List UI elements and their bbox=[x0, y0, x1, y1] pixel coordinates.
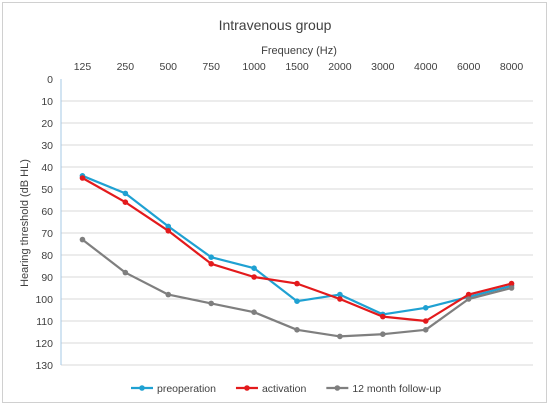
x-tick-label: 125 bbox=[74, 61, 92, 73]
y-tick-label: 80 bbox=[41, 250, 53, 262]
x-tick-label: 750 bbox=[202, 61, 220, 73]
legend: preoperation activation 12 month follow-up bbox=[131, 383, 441, 395]
data-point bbox=[422, 318, 429, 324]
x-tick-label: 1000 bbox=[242, 61, 266, 73]
y-tick-label: 60 bbox=[41, 206, 53, 218]
data-point bbox=[165, 223, 172, 230]
series-0 bbox=[79, 173, 515, 318]
data-point bbox=[208, 261, 214, 267]
y-tick-label: 90 bbox=[41, 272, 53, 284]
x-tick-label: 250 bbox=[117, 61, 135, 73]
legend-swatch-marker bbox=[244, 385, 250, 391]
legend-swatch-marker bbox=[334, 385, 341, 391]
y-tick-label: 110 bbox=[36, 316, 53, 328]
y-tick-label: 10 bbox=[41, 96, 53, 108]
data-point bbox=[294, 298, 300, 305]
x-tick-label: 1500 bbox=[285, 61, 309, 73]
data-point bbox=[337, 296, 343, 302]
legend-label: activation bbox=[262, 383, 307, 395]
x-tick-label: 3000 bbox=[371, 61, 395, 73]
legend-item: preoperation bbox=[131, 383, 216, 395]
data-point bbox=[508, 280, 515, 287]
y-tick-label: 120 bbox=[35, 338, 53, 350]
data-point bbox=[337, 333, 343, 340]
y-tick-label: 40 bbox=[41, 162, 53, 174]
x-tick-label: 4000 bbox=[414, 61, 438, 73]
y-tick-label: 130 bbox=[35, 360, 53, 372]
x-tick-label: 6000 bbox=[457, 61, 481, 73]
series-line bbox=[82, 174, 512, 316]
legend-item: 12 month follow-up bbox=[326, 383, 441, 395]
x-tick-labels: 125 250 500 750 1000 1500 2000 3000 4000 6000 8000 bbox=[74, 61, 524, 73]
chart-title: Intravenous group bbox=[219, 17, 332, 33]
data-point bbox=[79, 175, 86, 181]
hearing-threshold-chart: Intravenous group Frequency (Hz) Hearing… bbox=[19, 17, 533, 395]
data-point bbox=[337, 291, 343, 298]
data-point bbox=[251, 309, 257, 316]
data-point bbox=[422, 305, 429, 311]
data-point bbox=[294, 280, 300, 287]
series-line bbox=[81, 238, 512, 338]
data-point bbox=[208, 254, 214, 260]
y-tick-labels: 0 10 20 30 40 50 60 70 80 90 100 110 120 130 bbox=[35, 74, 53, 372]
data-point bbox=[422, 327, 429, 333]
data-point bbox=[508, 285, 515, 291]
data-point bbox=[380, 331, 386, 338]
y-tick-label: 20 bbox=[41, 118, 53, 130]
legend-swatch-marker bbox=[139, 385, 145, 391]
data-point bbox=[122, 190, 129, 197]
y-tick-label: 100 bbox=[35, 294, 53, 306]
legend-item: activation bbox=[235, 383, 307, 395]
y-tick-label: 30 bbox=[41, 140, 53, 152]
data-point bbox=[165, 291, 172, 298]
data-point bbox=[251, 274, 257, 280]
data-point bbox=[294, 327, 300, 333]
gridlines bbox=[61, 100, 533, 366]
y-tick-label: 70 bbox=[41, 228, 53, 240]
y-tick-label: 50 bbox=[41, 184, 53, 196]
data-point bbox=[79, 236, 86, 243]
x-axis-title: Frequency (Hz) bbox=[261, 45, 337, 57]
series-2 bbox=[79, 236, 515, 340]
data-point bbox=[465, 296, 472, 302]
data-point bbox=[465, 291, 472, 298]
chart-frame: Intravenous group Frequency (Hz) Hearing… bbox=[2, 2, 547, 403]
x-tick-label: 500 bbox=[160, 61, 178, 73]
data-point bbox=[165, 228, 172, 234]
series-lines bbox=[79, 173, 515, 340]
data-point bbox=[251, 265, 257, 272]
data-point bbox=[208, 300, 214, 307]
x-tick-label: 8000 bbox=[500, 61, 524, 73]
data-point bbox=[122, 199, 129, 205]
y-tick-label: 0 bbox=[47, 74, 53, 86]
legend-label: preoperation bbox=[157, 383, 216, 395]
data-point bbox=[380, 313, 386, 320]
x-tick-label: 2000 bbox=[328, 61, 352, 73]
series-1 bbox=[79, 175, 515, 324]
legend-label: 12 month follow-up bbox=[352, 383, 441, 395]
y-axis-title: Hearing threshold (dB HL) bbox=[19, 159, 31, 287]
data-point bbox=[122, 269, 129, 276]
